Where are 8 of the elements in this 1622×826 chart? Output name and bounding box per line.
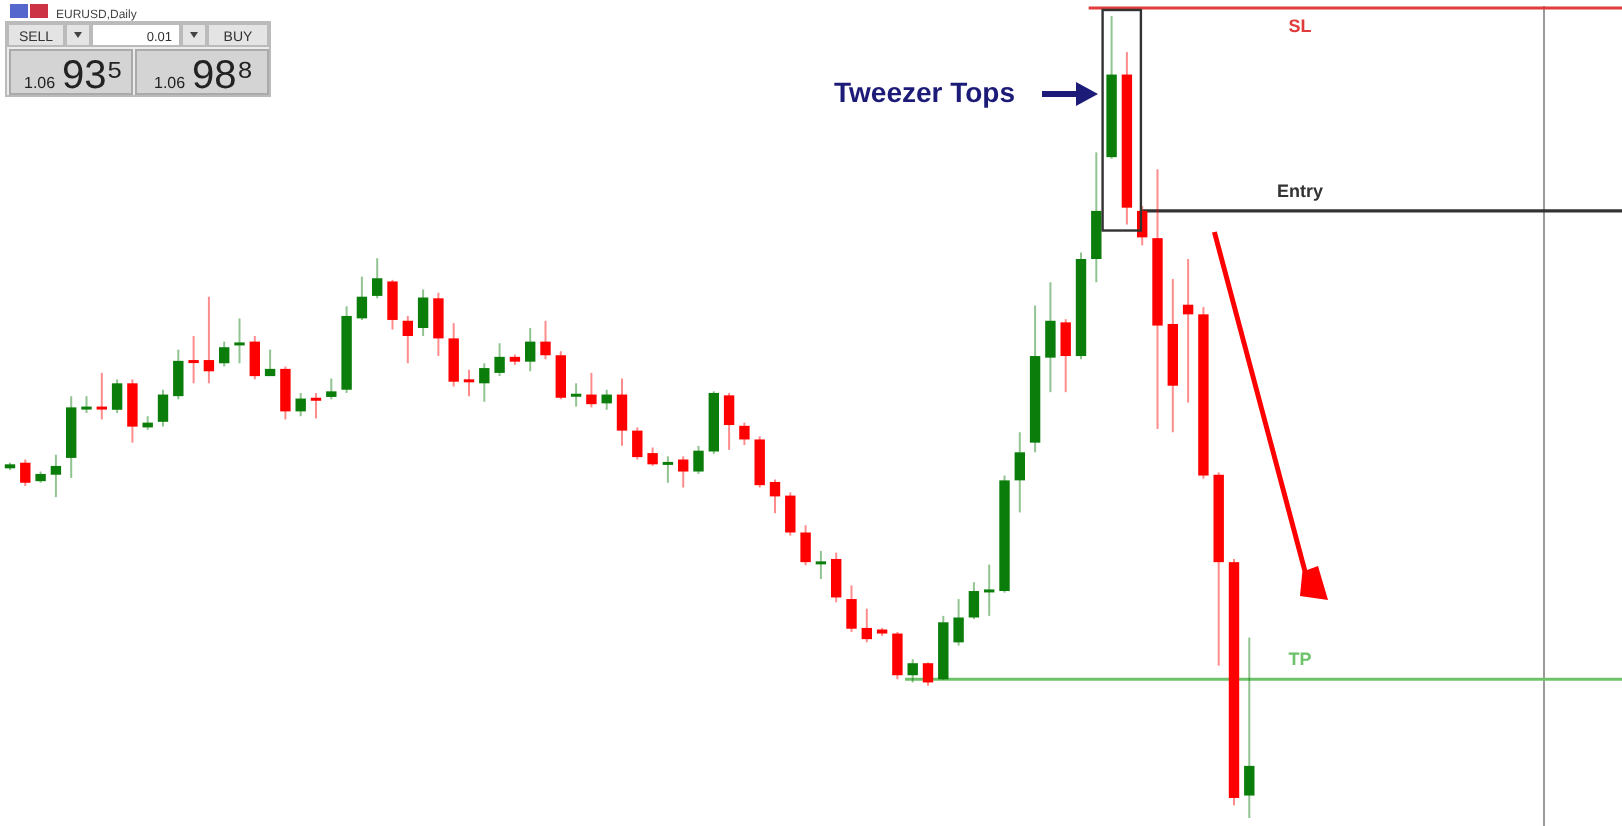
ref-line-label: Entry bbox=[1276, 180, 1324, 201]
annotation: 1.06 bbox=[24, 74, 57, 92]
annotation: 1.06 bbox=[154, 74, 187, 92]
annotation: 93⁵ bbox=[62, 54, 124, 98]
ref-line-label: SL bbox=[1288, 15, 1313, 36]
ref-line-label: TP bbox=[1288, 649, 1312, 670]
annotation: 98⁸ bbox=[192, 54, 254, 98]
annotation: Tweezer Tops bbox=[834, 76, 1016, 108]
